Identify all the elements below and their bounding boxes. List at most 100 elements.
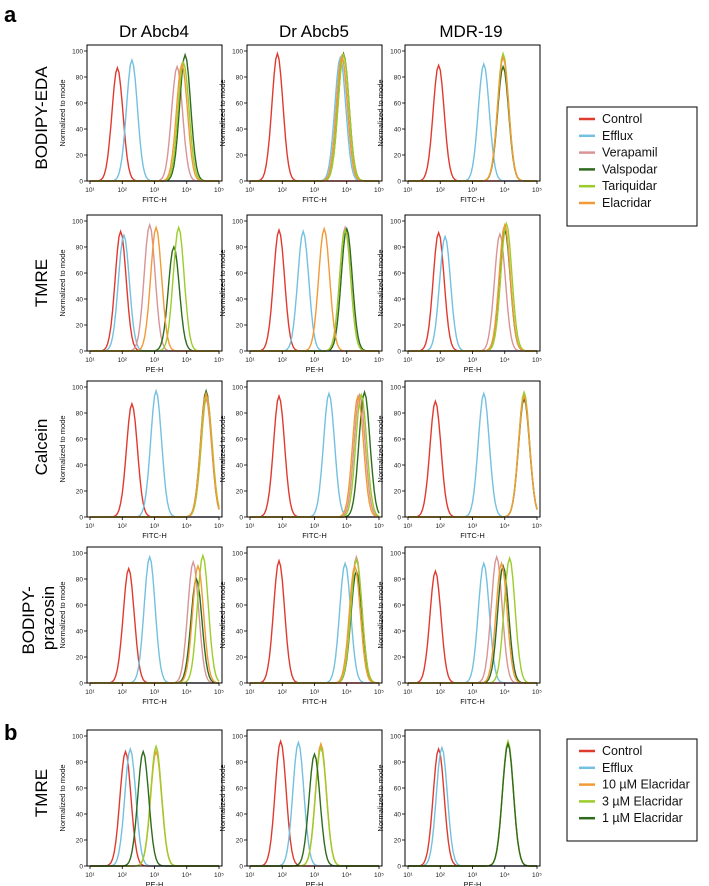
x-tick-label: 10² <box>436 187 446 194</box>
series-line-efflux <box>250 55 379 182</box>
histogram-tmre-dr-abcb5: 0 20 40 60 80 100 10¹ 10² 10³ 10⁴ 10⁵ PE-H Normalize… <box>218 214 384 374</box>
x-tick-label: 10⁴ <box>500 523 510 530</box>
y-tick-label: 60 <box>236 100 244 107</box>
y-axis-label: Normalized to mode <box>376 79 385 146</box>
x-tick-label: 10³ <box>468 357 478 364</box>
y-tick-label: 40 <box>236 126 244 133</box>
y-tick-label: 80 <box>76 74 84 81</box>
series-line-efflux <box>408 561 537 684</box>
y-tick-label: 40 <box>394 811 402 818</box>
y-tick-label: 40 <box>236 628 244 635</box>
x-tick-label: 10² <box>436 523 446 530</box>
legend-label-verapamil: Verapamil <box>602 146 658 160</box>
x-tick-label: 10³ <box>150 187 160 194</box>
y-tick-label: 60 <box>394 785 402 792</box>
y-tick-label: 60 <box>236 270 244 277</box>
x-axis-label: FITC-H <box>142 195 167 204</box>
x-tick-label: 10² <box>118 872 128 879</box>
y-axis-label: Normalized to mode <box>376 764 385 831</box>
legend-label-valspodar: Valspodar <box>602 162 657 176</box>
column-title-dr-abcb4: Dr Abcb4 <box>119 22 189 41</box>
x-tick-label: 10³ <box>468 689 478 696</box>
x-tick-label: 10¹ <box>403 689 413 696</box>
x-tick-label: 10⁵ <box>374 187 384 194</box>
y-tick-label: 80 <box>236 74 244 81</box>
y-tick-label: 40 <box>236 811 244 818</box>
y-tick-label: 20 <box>236 654 244 661</box>
y-tick-label: 60 <box>236 602 244 609</box>
y-tick-label: 100 <box>232 218 243 225</box>
y-tick-label: 20 <box>394 488 402 495</box>
legend-label-control: Control <box>602 744 642 758</box>
series-line-tariquidar <box>90 60 219 182</box>
y-axis-label: Normalized to mode <box>58 79 67 146</box>
y-tick-label: 100 <box>390 384 401 391</box>
y-tick-label: 80 <box>394 74 402 81</box>
series-line-tariquidar <box>408 51 537 182</box>
histogram-tmre-b-dr-abcb4: 0 20 40 60 80 100 10¹ 10² 10³ 10⁴ 10⁵ PE-H Normalize… <box>58 729 224 886</box>
x-tick-label: 10⁵ <box>374 523 384 530</box>
histogram-tmre-b-dr-abcb5: 0 20 40 60 80 100 10¹ 10² 10³ 10⁴ 10⁵ PE-H Normalize… <box>218 729 384 886</box>
y-tick-label: 80 <box>76 759 84 766</box>
row-title-tmre-b: TMRE <box>32 769 51 817</box>
x-tick-label: 10³ <box>468 872 478 879</box>
plot-frame <box>404 729 541 867</box>
panel-label-b: b <box>4 720 17 745</box>
x-tick-label: 10³ <box>468 523 478 530</box>
panel-label-a: a <box>4 2 17 27</box>
x-axis-label: FITC-H <box>460 697 485 706</box>
x-axis-label: FITC-H <box>142 697 167 706</box>
y-tick-label: 60 <box>236 436 244 443</box>
x-axis-label: PE-H <box>146 365 164 374</box>
y-tick-label: 60 <box>76 100 84 107</box>
y-tick-label: 80 <box>76 410 84 417</box>
y-tick-label: 100 <box>390 218 401 225</box>
x-tick-label: 10² <box>118 357 128 364</box>
x-tick-label: 10¹ <box>85 872 95 879</box>
x-tick-label: 10⁴ <box>182 357 192 364</box>
histogram-tmre-dr-abcb4: 0 20 40 60 80 100 10¹ 10² 10³ 10⁴ 10⁵ PE-H Normalize… <box>58 214 224 374</box>
x-tick-label: 10⁴ <box>342 872 352 879</box>
y-tick-label: 60 <box>394 270 402 277</box>
x-tick-label: 10¹ <box>403 523 413 530</box>
y-tick-label: 100 <box>72 550 83 557</box>
legend-frame <box>566 738 698 842</box>
y-axis-label: Normalized to mode <box>218 415 227 482</box>
series-line-verapamil <box>250 53 379 182</box>
x-axis-label: PE-H <box>306 365 324 374</box>
y-tick-label: 20 <box>76 322 84 329</box>
plot-frame <box>404 44 541 182</box>
x-tick-label: 10⁵ <box>532 187 542 194</box>
y-tick-label: 80 <box>76 244 84 251</box>
y-tick-label: 20 <box>76 837 84 844</box>
y-tick-label: 20 <box>394 654 402 661</box>
series-line-elacridar <box>90 391 220 518</box>
x-tick-label: 10² <box>436 357 446 364</box>
series-line-elacridar <box>250 53 379 182</box>
x-tick-label: 10³ <box>310 187 320 194</box>
series-line-10-um-elacridar <box>408 740 537 867</box>
y-tick-label: 60 <box>394 100 402 107</box>
column-title-mdr-19: MDR-19 <box>439 22 502 41</box>
x-tick-label: 10² <box>118 689 128 696</box>
y-tick-label: 40 <box>394 126 402 133</box>
y-axis-label: Normalized to mode <box>58 415 67 482</box>
y-tick-label: 40 <box>76 126 84 133</box>
x-tick-label: 10² <box>118 523 128 530</box>
x-tick-label: 10³ <box>310 872 320 879</box>
x-tick-label: 10¹ <box>403 357 413 364</box>
plot-frame <box>404 214 541 352</box>
y-tick-label: 0 <box>239 514 243 521</box>
y-tick-label: 80 <box>76 576 84 583</box>
y-tick-label: 100 <box>72 733 83 740</box>
y-tick-label: 0 <box>397 863 401 870</box>
legend-label-elacridar: Elacridar <box>602 196 651 210</box>
y-tick-label: 0 <box>79 178 83 185</box>
y-axis-label: Normalized to mode <box>376 415 385 482</box>
x-tick-label: 10⁵ <box>532 689 542 696</box>
x-tick-label: 10³ <box>310 689 320 696</box>
x-axis-label: FITC-H <box>460 195 485 204</box>
y-tick-label: 60 <box>76 270 84 277</box>
histogram-bodipy-eda-dr-abcb4: 0 20 40 60 80 100 10¹ 10² 10³ 10⁴ 10⁵ FITC-H Normali… <box>58 44 224 204</box>
y-tick-label: 0 <box>239 348 243 355</box>
